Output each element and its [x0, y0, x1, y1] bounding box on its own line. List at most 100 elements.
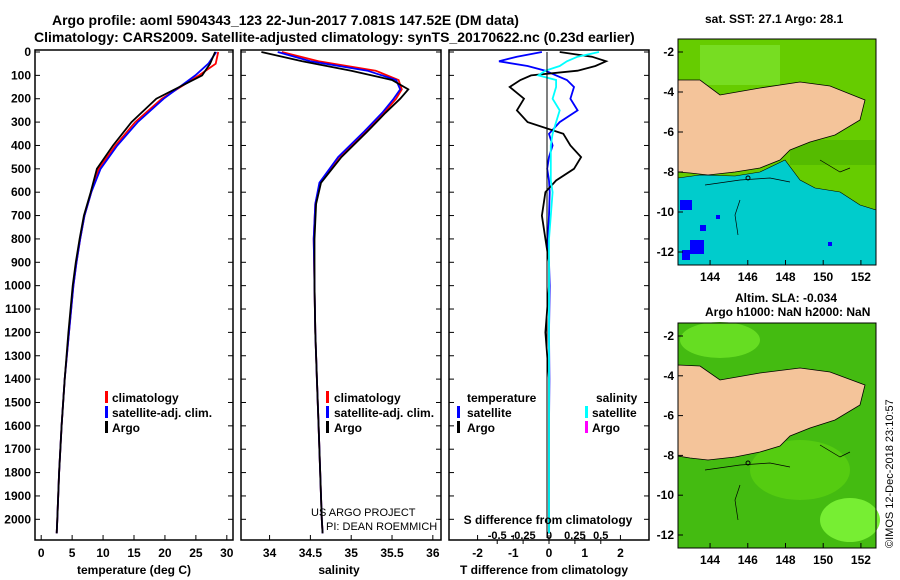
sla-map-title-1: Altim. SLA: -0.034 — [735, 291, 837, 305]
lat-tick-label: -4 — [663, 85, 674, 99]
depth-tick-label: 800 — [11, 232, 31, 246]
lat-tick-label: -2 — [663, 329, 674, 343]
legend-swatch-argo — [105, 421, 108, 433]
sla-map-land — [677, 364, 866, 461]
x-tick-label: 10 — [96, 546, 110, 560]
lat-tick-label: -6 — [663, 125, 674, 139]
lon-tick-label: 152 — [851, 270, 871, 284]
legend-title-temperature: temperature — [467, 391, 537, 405]
lon-tick-label: 150 — [813, 553, 833, 567]
legend-swatch-climatology — [326, 391, 329, 403]
lon-tick-label: 146 — [738, 553, 758, 567]
x-tick-label: 1 — [581, 546, 588, 560]
legend-label-argo: Argo — [112, 421, 140, 435]
depth-tick-label: 0 — [24, 45, 31, 59]
depth-tick-label: 400 — [11, 138, 31, 152]
x-tick-label: 35.5 — [380, 546, 404, 560]
lat-tick-label: -8 — [663, 448, 674, 462]
lon-tick-label: 152 — [851, 553, 871, 567]
lat-tick-label: -8 — [663, 165, 674, 179]
salinity-climatology-line — [281, 51, 403, 534]
x-tick-label: 15 — [127, 546, 141, 560]
lat-tick-label: -12 — [657, 245, 675, 259]
salinity-series — [261, 51, 410, 534]
depth-tick-label: 100 — [11, 68, 31, 82]
temperature-legend: climatology satellite-adj. clim. Argo — [105, 391, 212, 435]
sst-map-frame — [677, 38, 877, 266]
s-tick-label: 0.5 — [593, 530, 608, 542]
differences-t-satellite-line — [498, 51, 579, 534]
x-tick-label: 2 — [617, 546, 624, 560]
depth-axis-ticks: 0 100 200 300 400 500 600 700 800 900 1000 1100 1200… — [4, 45, 649, 526]
legend-swatch-argo — [326, 421, 329, 433]
salinity-satellite-adj-clim--line — [277, 51, 402, 534]
legend-swatch-s-satellite — [585, 406, 588, 418]
x-tick-label: 34 — [263, 546, 277, 560]
depth-tick-label: 500 — [11, 162, 31, 176]
x-tick-label: -1 — [508, 546, 519, 560]
t-diff-xlabel: T difference from climatology — [460, 563, 628, 577]
temperature-climatology-line — [55, 51, 220, 534]
sst-map — [677, 38, 877, 266]
sst-map-lat-ticks: -2 -4 -6 -8 -10 -12 — [657, 45, 683, 259]
legend-swatch-s-argo — [585, 421, 588, 433]
temperature-satellite-adj-clim--line — [55, 51, 218, 534]
sst-map-patch — [700, 45, 780, 85]
sst-map-argo-marker — [745, 175, 751, 181]
sst-map-land — [677, 79, 866, 176]
lat-tick-label: -2 — [663, 45, 674, 59]
legend-label-s-argo: Argo — [592, 421, 620, 435]
difference-legend: temperature salinity satellite Argo sate… — [457, 391, 638, 435]
title-line-1: Argo profile: aoml 5904343_123 22-Jun-20… — [52, 12, 519, 28]
depth-tick-label: 1200 — [4, 325, 31, 339]
sla-map-blob — [820, 498, 880, 542]
legend-swatch-t-satellite — [457, 406, 460, 418]
depth-tick-label: 1100 — [5, 302, 31, 316]
depth-tick-label: 2000 — [4, 512, 31, 526]
lat-tick-label: -6 — [663, 409, 674, 423]
x-tick-label: 20 — [158, 546, 172, 560]
x-tick-label: -2 — [472, 546, 483, 560]
x-tick-label: 34.5 — [299, 546, 323, 560]
legend-label-t-argo: Argo — [467, 421, 495, 435]
x-tick-label: 30 — [220, 546, 234, 560]
salinity-argo-line — [261, 51, 410, 534]
x-tick-label: 35 — [345, 546, 359, 560]
difference-series — [498, 51, 609, 534]
difference-axis-ticks: -2 -1 0 1 2 -0.5 -0.25 0 0.25 0.5 — [472, 530, 624, 560]
differences-s-satellite-line — [536, 51, 600, 534]
sla-map-frame — [677, 322, 877, 549]
legend-label-climatology: climatology — [112, 391, 179, 405]
s-tick-label: 0 — [546, 530, 552, 542]
depth-tick-label: 1800 — [4, 466, 31, 480]
salinity-axis-ticks: 34 34.5 35 35.5 36 — [263, 535, 440, 560]
lon-tick-label: 144 — [700, 553, 720, 567]
depth-tick-label: 1300 — [4, 349, 31, 363]
temperature-xlabel: temperature (deg C) — [77, 563, 191, 577]
s-diff-axis-label: S difference from climatology — [464, 513, 633, 527]
sla-map — [677, 322, 880, 549]
x-tick-label: 5 — [69, 546, 76, 560]
legend-label-climatology: climatology — [334, 391, 401, 405]
sla-map-lat-ticks: -2 -4 -6 -8 -10 -12 — [657, 329, 683, 542]
legend-label-t-satellite: satellite — [467, 406, 512, 420]
depth-tick-label: 1400 — [4, 372, 31, 386]
temperature-axis-ticks: 0 5 10 15 20 25 30 — [38, 535, 234, 560]
lon-tick-label: 146 — [738, 270, 758, 284]
x-tick-label: 0 — [546, 546, 553, 560]
legend-swatch-t-argo — [457, 421, 460, 433]
title-line-2: Climatology: CARS2009. Satellite-adjuste… — [34, 29, 635, 45]
legend-swatch-satellite — [105, 406, 108, 418]
depth-tick-label: 1700 — [4, 442, 31, 456]
depth-tick-label: 1900 — [4, 489, 31, 503]
sla-map-coastline — [704, 444, 851, 521]
sla-map-argo-marker — [745, 460, 751, 466]
legend-label-argo: Argo — [334, 421, 362, 435]
imos-stamp: ©IMOS 12-Dec-2018 23:10:57 — [884, 399, 896, 548]
temperature-argo-line — [55, 51, 216, 534]
depth-tick-label: 200 — [11, 92, 31, 106]
s-tick-label: 0.25 — [564, 530, 585, 542]
depth-tick-label: 700 — [11, 209, 31, 223]
sla-map-blob — [750, 440, 850, 500]
